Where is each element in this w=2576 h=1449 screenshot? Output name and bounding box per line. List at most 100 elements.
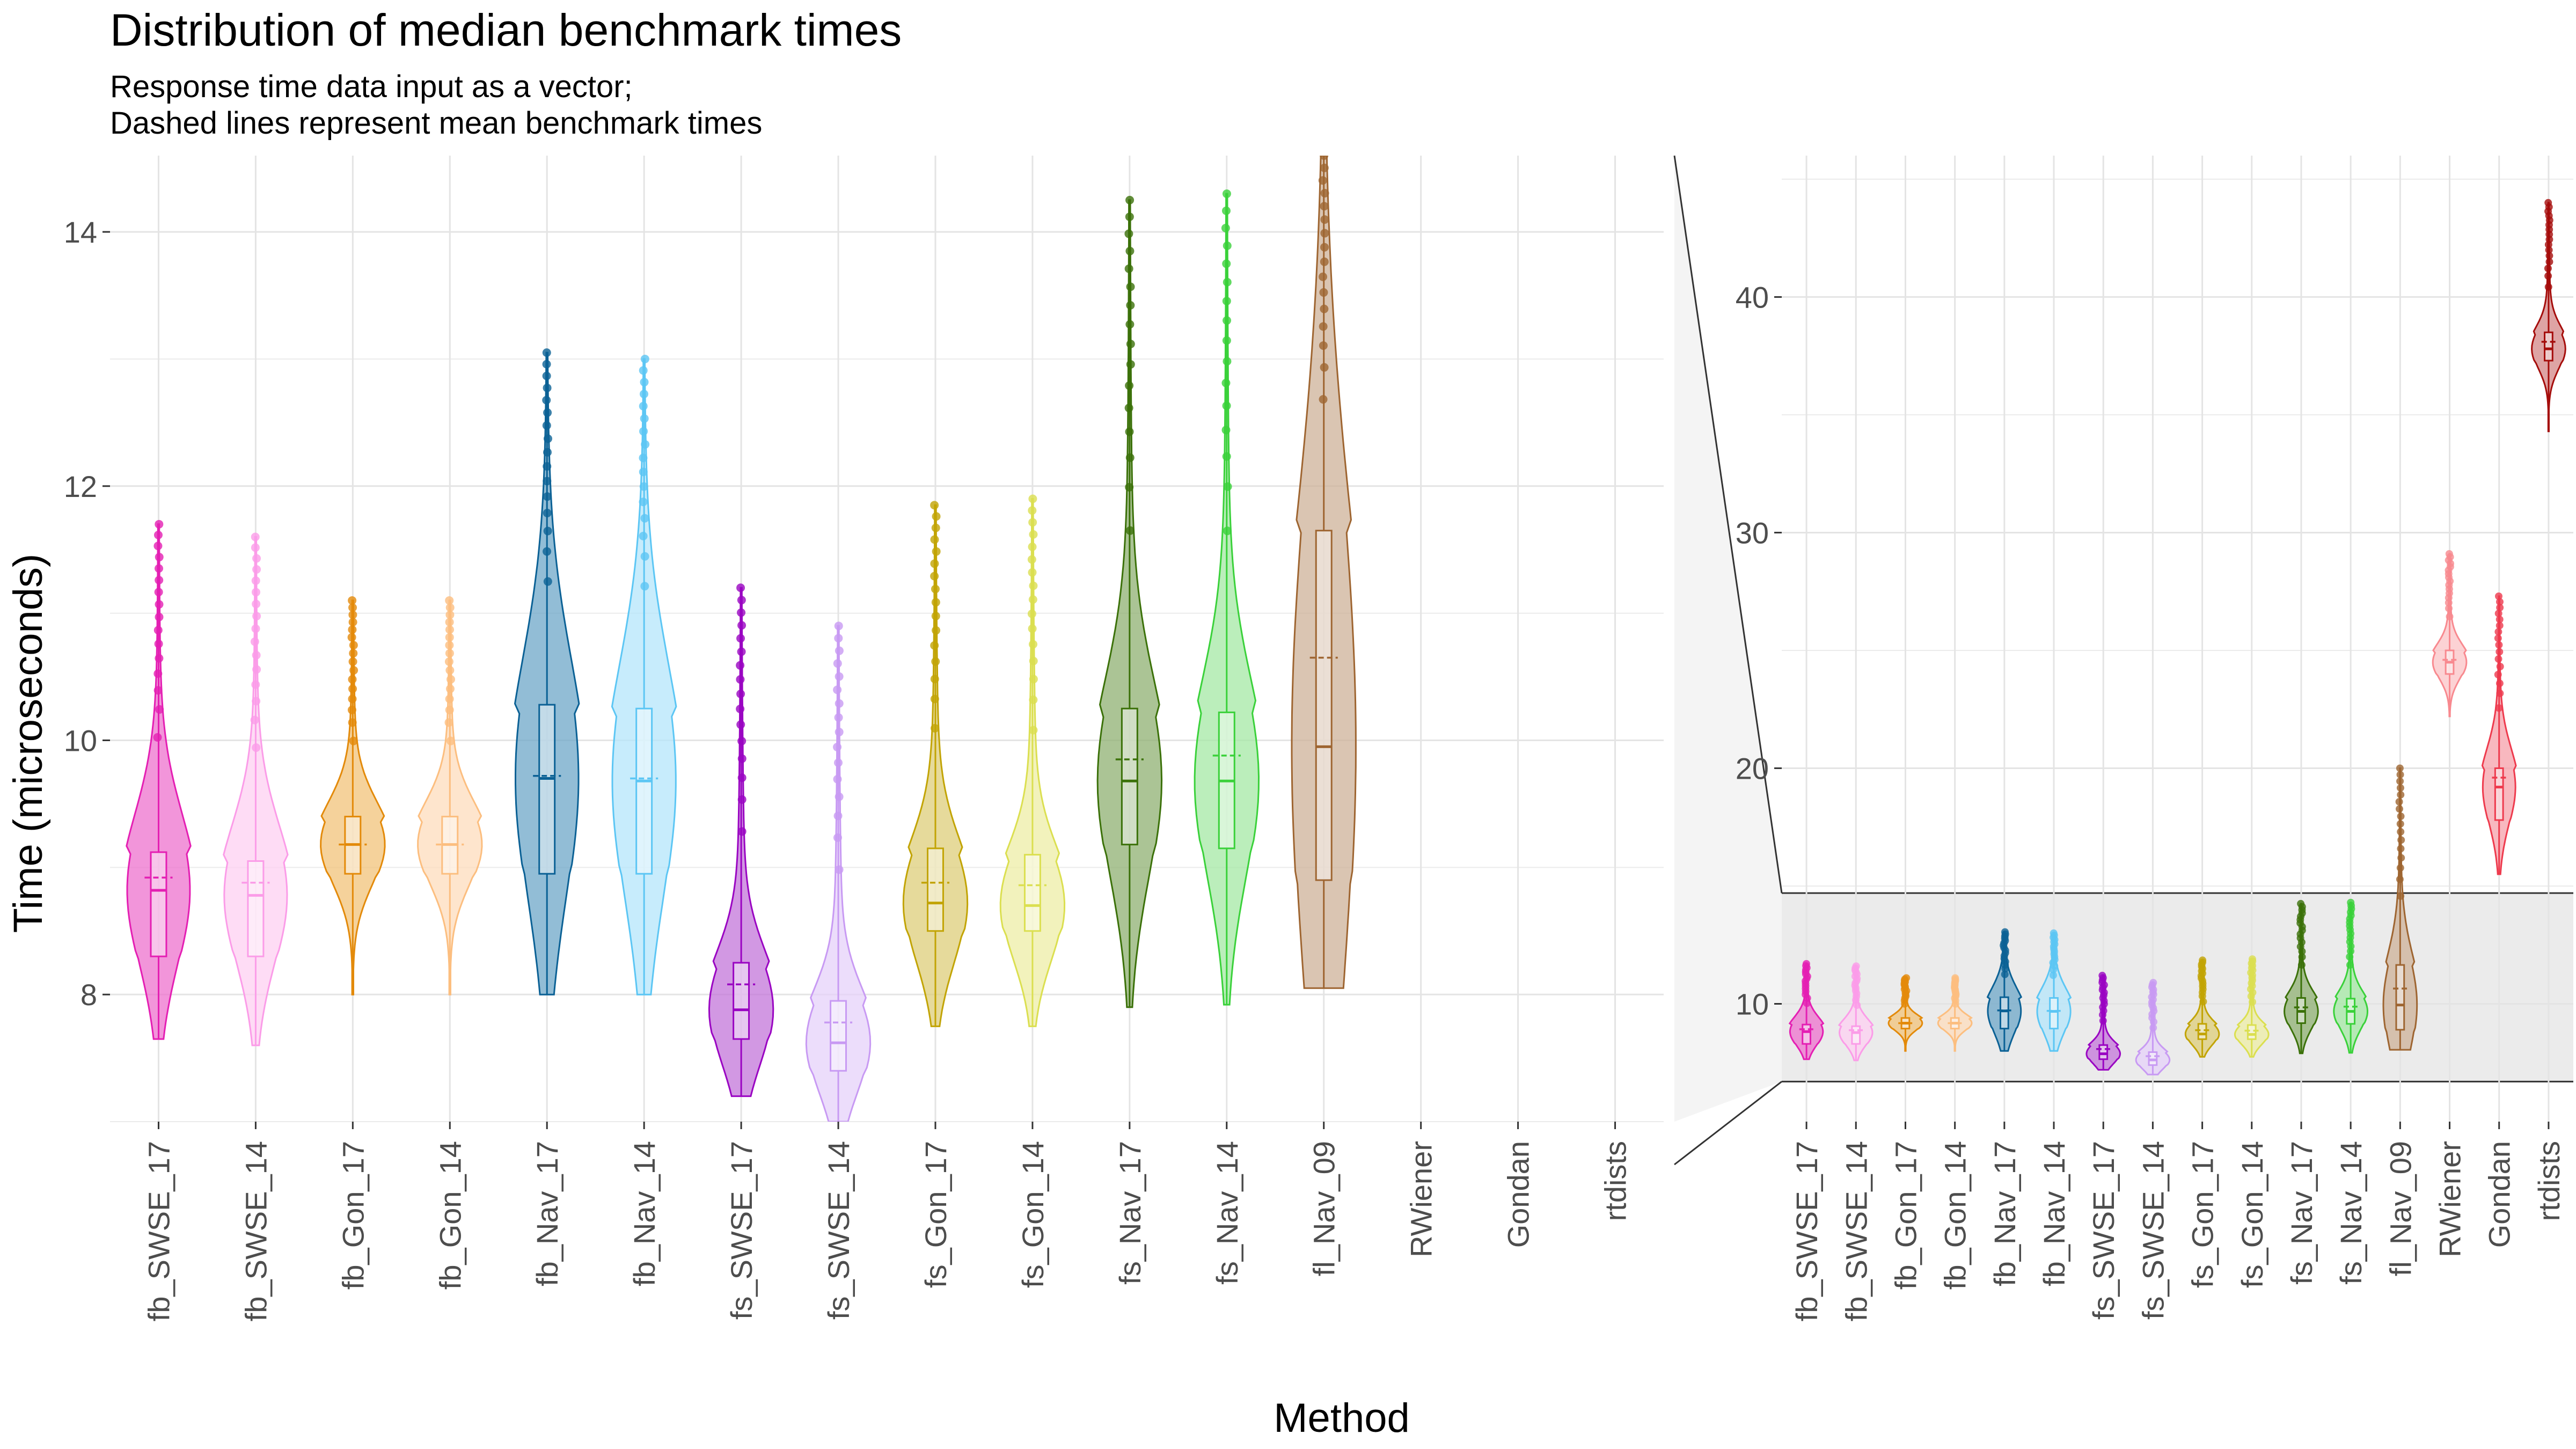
box-fs-gon-17: [2197, 1023, 2207, 1040]
outlier-point-fb-gon-17: [348, 675, 357, 684]
outlier-point-rtdists: [2544, 283, 2552, 291]
violin-fs-swse-17: [708, 583, 774, 1097]
outlier-point-fb-nav-14: [639, 366, 648, 375]
inset-x-tick-label-rwiener: RWiener: [2433, 1141, 2467, 1257]
outlier-point-fs-nav-14: [1221, 426, 1231, 435]
outlier-point-fb-gon-14: [445, 633, 454, 642]
x-tick-label-fl-nav-09: fl_Nav_09: [1307, 1141, 1341, 1276]
outlier-point-fs-swse-17: [736, 704, 745, 713]
outlier-point-fb-swse-17: [153, 541, 163, 551]
outlier-point-fb-gon-17: [347, 633, 356, 642]
box-fb-nav-17: [538, 704, 556, 875]
outlier-point-fb-gon-17: [348, 657, 357, 666]
inset-y-tick-label: 40: [1736, 280, 1769, 314]
outlier-point-fb-gon-14: [445, 610, 455, 619]
outlier-point-fs-nav-14: [1222, 452, 1231, 461]
violin-fb-swse-17: [1788, 960, 1825, 1060]
outlier-point-fs-swse-14: [833, 758, 843, 767]
chart-subtitle-line-2: Dashed lines represent mean benchmark ti…: [110, 106, 763, 141]
outlier-point-fb-swse-14: [252, 565, 261, 574]
outlier-point-fb-nav-17: [543, 477, 552, 486]
outlier-point-fs-swse-17: [737, 754, 747, 763]
outlier-point-rtdists: [2545, 258, 2553, 266]
outlier-point-fb-nav-17: [543, 434, 552, 443]
violin-fs-swse-14: [2135, 978, 2171, 1075]
outlier-point-gondan: [2495, 704, 2503, 712]
x-tick-label-fb-nav-14: fb_Nav_14: [627, 1141, 661, 1286]
inset-x-tick-label-fb-nav-17: fb_Nav_17: [1988, 1141, 2022, 1286]
box-fs-gon-17: [926, 847, 944, 932]
outlier-point-fs-gon-17: [930, 675, 939, 684]
outlier-point-gondan: [2496, 662, 2504, 670]
outlier-point-fs-gon-14: [1029, 695, 1038, 704]
box-fb-nav-14: [635, 707, 653, 875]
violin-fb-nav-17: [1986, 928, 2023, 1052]
outlier-point-fl-nav-09: [2396, 764, 2404, 772]
outlier-point-fs-nav-14: [1223, 526, 1232, 536]
outlier-point-fb-nav-17: [543, 383, 552, 392]
outlier-point-fs-gon-14: [1028, 542, 1037, 551]
violin-fs-nav-17: [2284, 899, 2319, 1055]
outlier-point-fs-nav-14: [1223, 357, 1232, 366]
outlier-point-gondan: [2496, 648, 2504, 656]
outlier-point-fl-nav-09: [2397, 892, 2405, 900]
outlier-point-fl-nav-09: [1319, 322, 1328, 331]
outlier-point-fb-swse-14: [252, 743, 261, 752]
outlier-point-fs-gon-17: [930, 694, 939, 704]
outlier-point-fb-nav-17: [543, 492, 552, 501]
outlier-point-fs-swse-17: [737, 736, 747, 745]
outlier-point-rtdists: [2545, 252, 2553, 260]
x-tick-label-gondan: Gondan: [1502, 1141, 1535, 1248]
outlier-point-fb-swse-14: [252, 650, 261, 660]
zoomed-out-panel: 10 20 30 40 fb_SWSE_17 fb_SWSE_14 fb_Gon_17 fb_…: [1673, 155, 2573, 1321]
outlier-point-fl-nav-09: [1320, 156, 1329, 160]
box-fb-swse-14: [1851, 1025, 1861, 1045]
outlier-point-fs-swse-14: [2149, 978, 2157, 986]
outlier-point-fs-gon-17: [931, 723, 940, 733]
outlier-point-fs-nav-17: [1124, 229, 1133, 238]
outlier-point-fs-nav-14: [1221, 206, 1231, 215]
outlier-point-fs-nav-17: [1125, 427, 1134, 436]
outlier-point-fs-swse-17: [737, 773, 747, 782]
violin-fb-swse-17: [126, 519, 192, 1040]
outlier-point-fs-nav-14: [2347, 898, 2355, 906]
outlier-point-fb-swse-14: [250, 637, 259, 646]
main-violins: [126, 156, 1357, 1122]
outlier-point-fs-nav-17: [1126, 360, 1135, 369]
outlier-point-fs-nav-17: [1126, 339, 1135, 348]
outlier-point-fl-nav-09: [2396, 777, 2404, 785]
violin-fs-gon-14: [999, 494, 1066, 1027]
violin-fb-swse-14: [223, 532, 289, 1046]
outlier-point-fb-gon-14: [445, 625, 454, 634]
outlier-point-fs-swse-14: [835, 646, 844, 655]
outlier-point-fb-swse-17: [1802, 960, 1810, 968]
outlier-point-fb-nav-17: [2001, 928, 2009, 936]
outlier-point-fs-nav-17: [2297, 961, 2306, 969]
outlier-point-fb-nav-17: [543, 509, 552, 518]
chart-title: Distribution of median benchmark times: [110, 5, 902, 55]
outlier-point-fb-gon-14: [445, 641, 454, 650]
outlier-point-fb-swse-14: [250, 715, 259, 724]
inset-x-tick-label-fb-gon-14: fb_Gon_14: [1938, 1141, 1972, 1290]
outlier-point-fb-nav-14: [639, 531, 648, 540]
outlier-point-fb-gon-14: [445, 596, 454, 605]
zoom-connector-lower: [1674, 1081, 1782, 1166]
outlier-point-fs-swse-17: [2098, 971, 2106, 979]
outlier-point-fs-swse-14: [835, 728, 844, 737]
outlier-point-fs-swse-17: [737, 596, 746, 605]
outlier-point-fs-gon-14: [2248, 955, 2256, 963]
box-fb-swse-17: [1802, 1023, 1811, 1045]
violin-fs-nav-17: [1096, 195, 1163, 1008]
outlier-point-fb-nav-14: [639, 427, 648, 436]
outlier-point-fs-nav-17: [1125, 246, 1135, 255]
inset-x-tick-label-fb-gon-17: fb_Gon_17: [1889, 1141, 1922, 1290]
outlier-point-fb-gon-14: [445, 684, 455, 693]
inset-x-tick-label-fs-nav-14: fs_Nav_14: [2334, 1141, 2368, 1285]
zoom-connector-area: [1674, 156, 1782, 1122]
violin-fs-nav-14: [1194, 189, 1260, 1006]
violin-fl-nav-09: [2382, 764, 2418, 1051]
box-gondan: [2494, 767, 2504, 821]
outlier-point-fb-swse-14: [251, 588, 260, 597]
outlier-point-fl-nav-09: [2396, 784, 2404, 792]
